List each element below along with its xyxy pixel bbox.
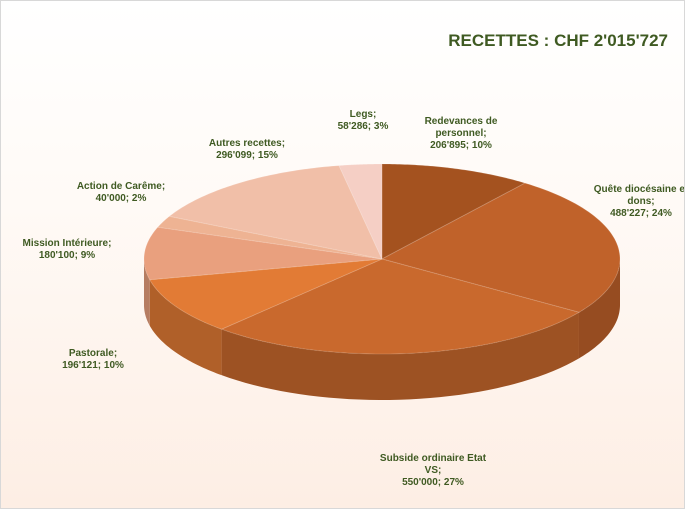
data-label: Pastorale; 196'121; 10% <box>33 348 153 372</box>
slice <box>168 165 383 260</box>
label-line: Mission Intérieure; <box>22 238 112 249</box>
label-line: 550'000; 27% <box>402 477 464 488</box>
slice <box>380 182 621 313</box>
slice <box>220 258 581 355</box>
label-line: 296'099; 15% <box>216 150 278 161</box>
slice <box>143 226 383 281</box>
label-line: Autres recettes; <box>208 138 286 149</box>
data-label: Action de Carême; 40'000; 2% <box>61 181 181 205</box>
label-line: Action de Carême; <box>76 181 166 192</box>
label-line: Subside ordinaire Etat VS; <box>379 453 487 476</box>
label-line: 488'227; 24% <box>610 208 672 219</box>
data-label: Autres recettes; 296'099; 15% <box>187 138 307 162</box>
slice-side <box>144 259 150 326</box>
label-line: Legs; <box>349 109 377 120</box>
label-line: 40'000; 2% <box>95 193 147 204</box>
slice <box>156 215 383 260</box>
label-line: 206'895; 10% <box>430 140 492 151</box>
label-line: 196'121; 10% <box>62 360 124 371</box>
slice <box>381 163 527 260</box>
data-label: Mission Intérieure; 180'100; 9% <box>7 238 127 262</box>
data-label: Legs; 58'286; 3% <box>303 109 423 133</box>
label-line: Pastorale; <box>68 348 118 359</box>
label-line: 58'286; 3% <box>337 121 389 132</box>
slice-side <box>221 312 579 400</box>
label-line: 180'100; 9% <box>38 250 96 261</box>
data-label: Quête diocésaine et dons; 488'227; 24% <box>591 184 685 220</box>
label-line: Quête diocésaine et dons; <box>593 184 685 207</box>
slice <box>338 163 383 260</box>
data-label: Redevances de personnel; 206'895; 10% <box>401 116 521 152</box>
slice-side <box>149 279 222 376</box>
label-line: Redevances de personnel; <box>424 116 498 139</box>
slice <box>148 258 383 330</box>
slice-side <box>578 259 620 359</box>
chart-title: RECETTES : CHF 2'015'727 <box>448 31 668 50</box>
data-label: Subside ordinaire Etat VS; 550'000; 27% <box>373 453 493 489</box>
